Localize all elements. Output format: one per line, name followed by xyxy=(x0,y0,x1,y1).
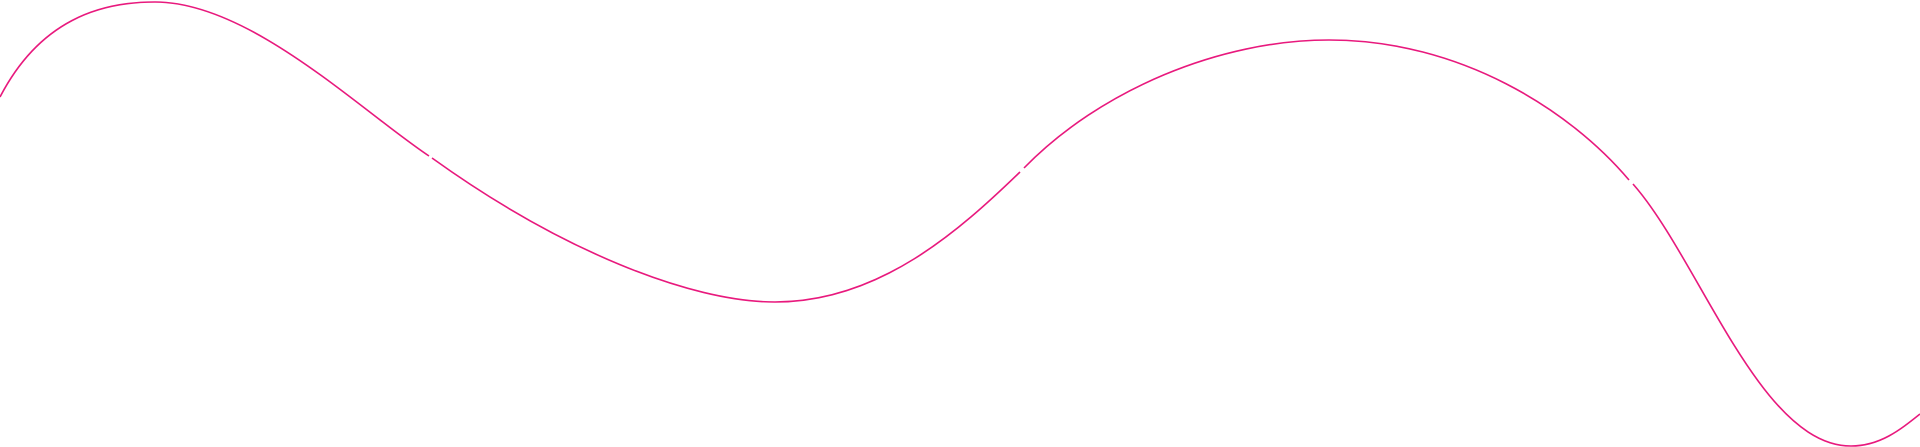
wave-segment-3 xyxy=(1023,39,1630,181)
wave-segment-2 xyxy=(431,157,1021,303)
wave-segment-1 xyxy=(0,1,430,157)
wave-segment-4 xyxy=(1632,183,1920,447)
